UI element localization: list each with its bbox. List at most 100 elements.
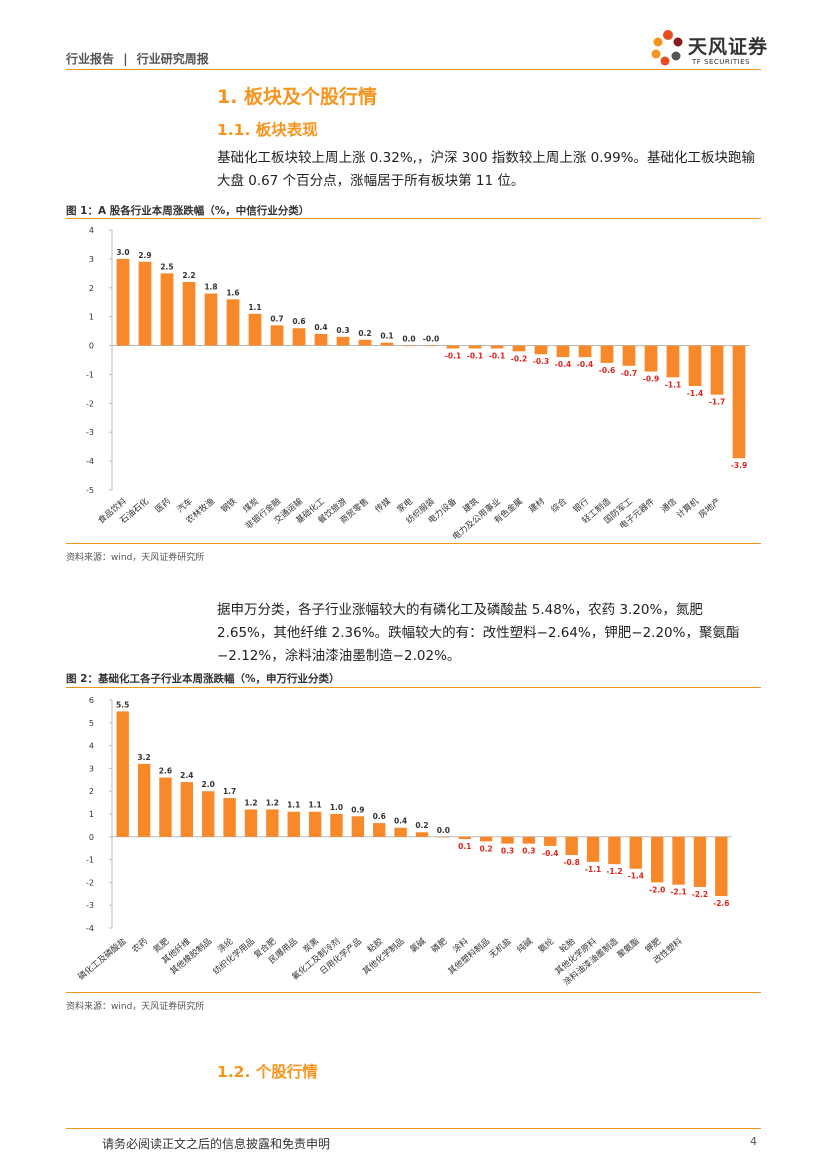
fig2-bar <box>544 836 557 846</box>
fig1-y-tick-label: -3 <box>86 428 94 437</box>
fig2-bar <box>479 836 493 842</box>
fig2-data-label: -1.4 <box>628 872 644 881</box>
fig2-bar <box>373 823 386 837</box>
fig2-bar <box>394 827 407 837</box>
fig1-y-tick-label: 4 <box>89 226 94 235</box>
fig2-category-label: 无机盐 <box>487 936 514 961</box>
fig1-bar <box>138 261 152 346</box>
fig1-bar <box>534 345 548 355</box>
fig1-data-label: 3.0 <box>116 248 129 257</box>
fig1-y-tick-label: -4 <box>86 457 94 466</box>
fig1-top-divider <box>66 218 761 219</box>
fig1-y-tick-label: 1 <box>89 313 94 322</box>
fig1-y-tick-label: -2 <box>86 399 94 408</box>
fig1-data-label: -0.1 <box>489 351 505 360</box>
fig2-data-label: -0.4 <box>542 849 558 858</box>
fig2-bar <box>565 836 578 856</box>
fig1-data-label: -0.9 <box>643 375 659 384</box>
fig2-data-label: 0.6 <box>373 812 386 821</box>
footer-disclaimer: 请务必阅读正文之后的信息披露和免责申明 <box>102 1137 331 1151</box>
fig2-data-label: 0.3 <box>501 847 514 856</box>
fig2-data-label: -0.8 <box>563 858 579 867</box>
fig1-data-label: -0.1 <box>445 351 461 360</box>
fig2-y-tick-label: -3 <box>86 901 94 910</box>
fig1-bar <box>468 345 482 349</box>
fig1-data-label: -3.9 <box>731 461 747 470</box>
fig2-bar <box>629 836 642 869</box>
fig1-data-label: 0.2 <box>358 329 371 338</box>
header-separator: | <box>123 52 128 66</box>
fig2-source: 资料来源：wind，天风证券研究所 <box>66 1002 205 1012</box>
fig2-category-label: 其他化学制品 <box>360 936 406 977</box>
fig2-title: 图 2：基础化工各子行业本周涨跌幅（%，申万行业分类） <box>66 673 340 685</box>
fig2-data-label: 3.2 <box>137 753 150 762</box>
fig2-data-label: 2.4 <box>180 771 193 780</box>
fig1-bar <box>270 325 284 346</box>
fig1-bar <box>358 339 372 346</box>
fig1-bar <box>732 345 746 459</box>
fig2-y-tick-label: 0 <box>89 833 94 842</box>
fig2-bar <box>330 814 343 837</box>
fig1-bar <box>314 334 328 346</box>
fig2-category-label: 氨纶 <box>536 936 556 956</box>
fig1-data-label: -1.7 <box>709 398 725 407</box>
fig2-bar <box>650 836 664 883</box>
fig2-data-label: 0.2 <box>479 844 492 853</box>
fig1-data-label: -0.3 <box>533 357 549 366</box>
fig1-category-label: 房地产 <box>696 496 723 521</box>
section-1-1-paragraph: 基础化工板块较上周上涨 0.32%,，沪深 300 指数较上周上涨 0.99%。… <box>217 150 755 189</box>
fig2-data-label: 0.2 <box>415 821 428 830</box>
fig2-bottom-divider <box>66 992 761 993</box>
fig2-data-label: 1.0 <box>330 803 343 812</box>
page-number: 4 <box>750 1135 757 1148</box>
fig1-bar <box>600 345 614 363</box>
fig2-bar <box>715 836 728 897</box>
fig2-top-divider <box>66 687 761 688</box>
fig2-data-label: 1.7 <box>223 787 236 796</box>
fig1-bar <box>578 345 592 358</box>
fig1-data-label: 1.1 <box>248 303 261 312</box>
fig2-data-label: 0.3 <box>522 847 535 856</box>
fig2-category-label: 氯碱 <box>408 936 428 956</box>
logo-en: TF SECURITIES <box>692 58 751 66</box>
fig2-y-tick-label: 2 <box>89 787 94 796</box>
fig1-bar <box>556 345 570 358</box>
fig1-data-label: -1.1 <box>665 380 681 389</box>
fig2-category-label: 磷肥 <box>429 936 449 956</box>
fig2-data-label: 0.0 <box>437 826 450 835</box>
fig1-data-label: 0.4 <box>314 323 327 332</box>
fig1-category-label: 综合 <box>549 496 569 516</box>
fig1-bar <box>336 336 350 346</box>
section-1-2-title: 1.2. 个股行情 <box>217 1063 318 1081</box>
section-1-title: 1. 板块及个股行情 <box>217 86 378 108</box>
section-1-1-title: 1.1. 板块表现 <box>217 121 318 139</box>
fig2-data-label: 2.0 <box>202 780 215 789</box>
fig2-category-label: 其他塑料制品 <box>446 936 492 977</box>
fig1-bar <box>160 273 174 346</box>
fig2-data-label: -1.2 <box>606 867 622 876</box>
fig1-category-label: 计算机 <box>674 496 701 521</box>
fig1-bar <box>226 299 240 346</box>
fig2-data-label: 0.4 <box>394 817 407 826</box>
fig1-y-tick-label: 3 <box>89 255 94 264</box>
fig2-bar <box>672 836 685 885</box>
company-logo: 天风证券 TF SECURITIES <box>648 26 768 70</box>
fig2-bar <box>415 832 429 837</box>
fig1-data-label: 2.5 <box>160 262 173 271</box>
fig2-data-label: 5.5 <box>116 700 129 709</box>
fig2-bar <box>458 836 471 840</box>
fig1-bar <box>644 345 658 372</box>
fig2-bar <box>351 816 365 837</box>
fig1-bar <box>204 293 218 346</box>
fig2-bar <box>693 836 707 887</box>
fig1-data-label: -0.7 <box>621 369 637 378</box>
fig1-bar <box>446 345 460 349</box>
fig1-data-label: 0.6 <box>292 317 305 326</box>
fig1-bar <box>380 342 394 346</box>
fig1-data-label: -0.2 <box>511 354 527 363</box>
header-divider <box>66 69 761 70</box>
fig2-y-tick-label: -1 <box>86 856 94 865</box>
logo-flower-icon <box>651 30 683 66</box>
fig2-data-label: 0.1 <box>458 842 471 851</box>
fig2-bar <box>522 836 536 844</box>
